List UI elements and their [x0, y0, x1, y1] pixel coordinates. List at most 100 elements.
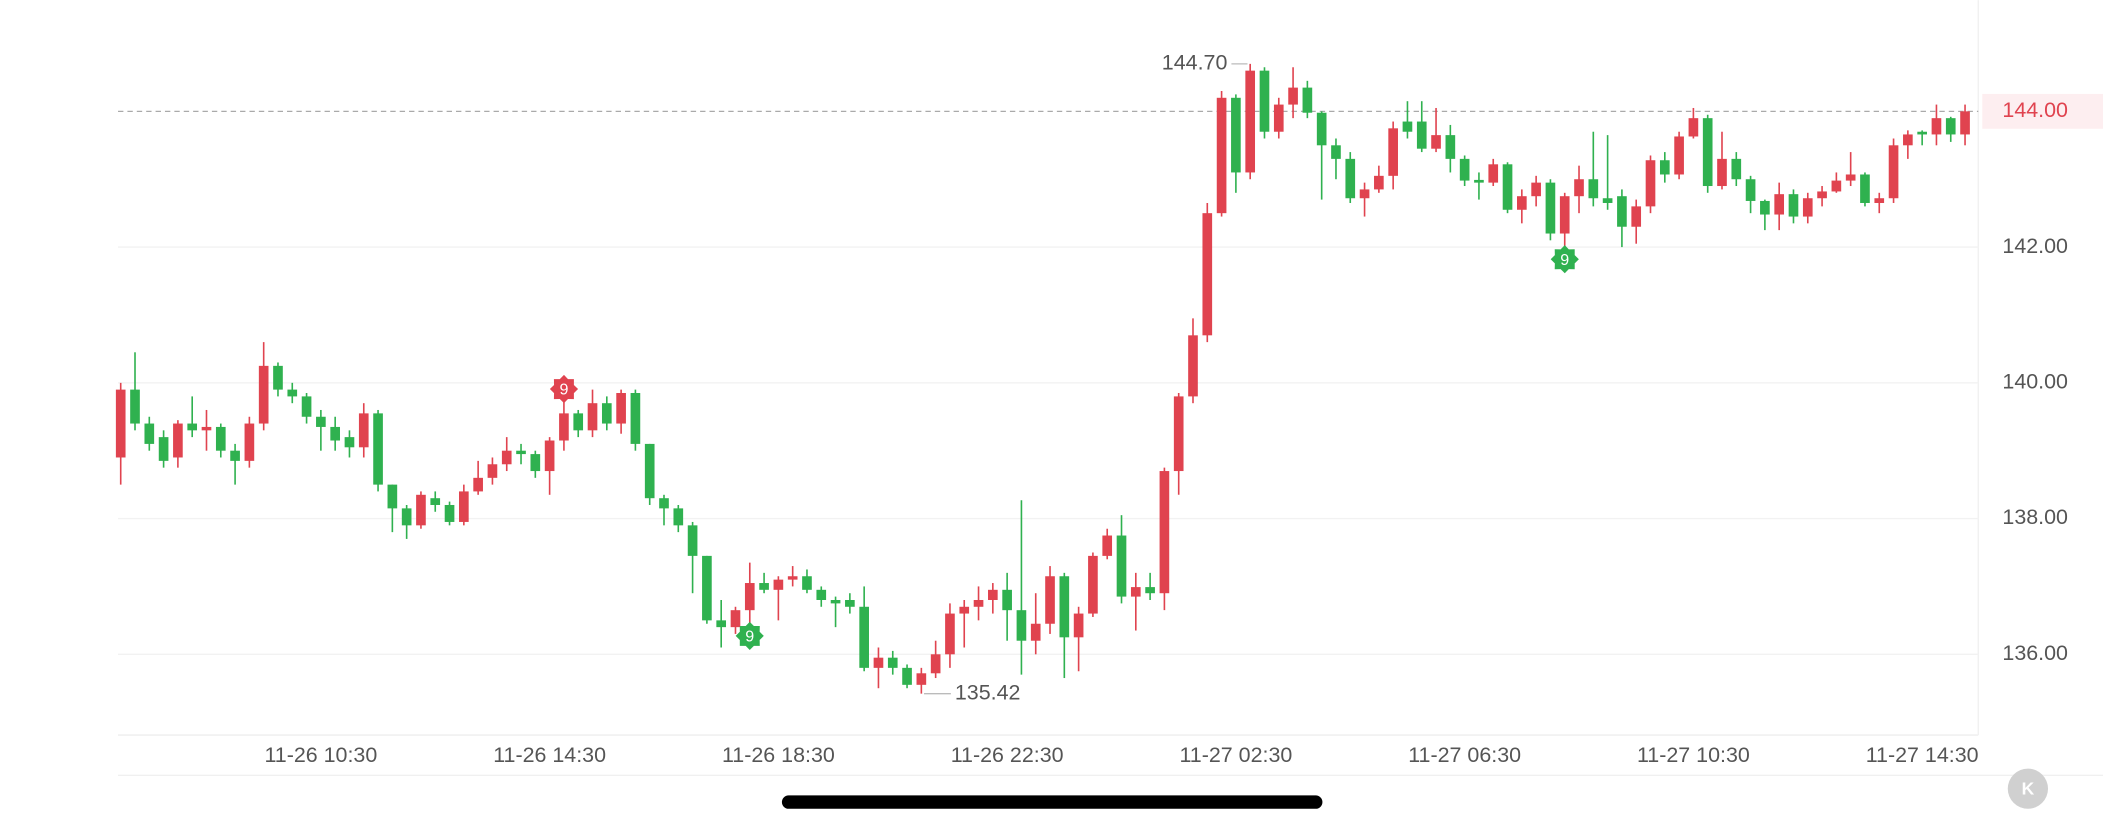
candle-body	[730, 610, 741, 628]
candle-body	[1502, 164, 1513, 210]
candle-body	[702, 555, 712, 621]
candle-body	[816, 589, 827, 600]
candle-body	[759, 583, 769, 590]
candle-body	[344, 437, 355, 448]
candle-body	[1202, 213, 1213, 336]
candle-body	[1817, 191, 1827, 199]
candle-body	[1517, 196, 1527, 210]
candle-body	[316, 416, 326, 427]
candle-body	[301, 396, 312, 417]
candle-body	[1374, 175, 1384, 190]
y-tick-label: 136.00	[2002, 641, 2068, 665]
candle-body	[115, 389, 126, 458]
candle-body	[744, 583, 755, 611]
candle-body	[830, 599, 841, 604]
signal-badge	[549, 374, 579, 404]
candle-body	[1945, 118, 1956, 135]
candle-body	[1145, 587, 1155, 594]
candle-body	[516, 450, 526, 455]
k-button[interactable]	[2007, 768, 2049, 809]
candle-body	[158, 437, 169, 461]
candle-body	[1445, 135, 1456, 159]
x-tick-label: 11-26 10:30	[264, 743, 377, 767]
candle-body	[630, 393, 641, 444]
candle-body	[845, 599, 855, 607]
candle-body	[244, 423, 255, 461]
candle-body	[144, 423, 155, 444]
candle-body	[959, 606, 970, 614]
candle-body	[201, 426, 212, 431]
candle-body	[1159, 471, 1170, 594]
candle-body	[659, 498, 669, 509]
candle-body	[644, 443, 655, 499]
signal-label: 9	[1560, 251, 1569, 269]
candle-body	[130, 389, 140, 424]
candle-body	[1717, 158, 1727, 187]
y-tick-label: 138.00	[2002, 505, 2068, 529]
candle-body	[1245, 70, 1256, 173]
signal-label: 9	[745, 627, 754, 645]
signal-badge	[735, 621, 764, 651]
candle-body	[673, 508, 684, 526]
signal-badge	[1550, 245, 1579, 274]
candle-body	[859, 606, 869, 668]
y-tick-label: 140.00	[2002, 369, 2068, 393]
candle-body	[1645, 160, 1656, 207]
candle-body	[1745, 179, 1756, 201]
home-indicator	[781, 795, 1323, 809]
x-tick-label: 11-27 14:30	[1866, 743, 1979, 767]
candle-body	[601, 403, 612, 424]
candle-body	[873, 657, 884, 668]
x-tick-label: 11-26 18:30	[722, 743, 835, 767]
candle-body	[530, 454, 541, 472]
candle-body	[1331, 145, 1341, 159]
candle-body	[1917, 131, 1927, 135]
candle-body	[573, 413, 584, 431]
candle-body	[1045, 576, 1055, 624]
candle-body	[1788, 194, 1799, 217]
candle-body	[187, 423, 198, 431]
candle-body	[173, 423, 183, 458]
candle-body	[215, 426, 226, 451]
candle-body	[1288, 87, 1298, 105]
candle-body	[1259, 70, 1270, 132]
x-tick-label: 11-27 02:30	[1179, 743, 1292, 767]
candle-body	[287, 389, 298, 397]
candle-body	[1545, 182, 1556, 234]
candle-body	[1845, 174, 1856, 181]
candle-body	[358, 413, 369, 448]
candle-body	[916, 673, 927, 685]
candle-body	[230, 450, 240, 461]
candle-body	[1002, 589, 1012, 611]
candle-body	[1431, 135, 1441, 149]
candle-body	[1316, 112, 1327, 146]
candle-body	[501, 450, 512, 465]
k-icon: K	[2022, 779, 2035, 799]
candle-body	[1345, 158, 1356, 199]
candle-body	[1173, 396, 1184, 472]
candle-body	[1559, 196, 1570, 234]
annotation-label: 135.42	[955, 680, 1021, 704]
candle-body	[1931, 118, 1942, 135]
candle-body	[1302, 87, 1313, 113]
annotation-label: 144.70	[1162, 51, 1228, 75]
last-price-bg	[1982, 93, 2103, 129]
candle-body	[1702, 118, 1713, 187]
candle-body	[473, 477, 483, 492]
x-tick-label: 11-27 06:30	[1408, 743, 1521, 767]
candle-body	[1030, 623, 1041, 641]
candle-body	[1073, 613, 1084, 638]
candle-body	[1774, 194, 1785, 215]
last-price-label: 144.00	[2002, 98, 2068, 122]
candle-body	[430, 498, 441, 505]
x-tick-label: 11-27 10:30	[1637, 743, 1750, 767]
candle-body	[544, 440, 555, 472]
candle-body	[459, 491, 469, 522]
candle-body	[1831, 180, 1842, 192]
candle-body	[401, 508, 412, 526]
candle-body	[373, 413, 383, 485]
candle-body	[1459, 158, 1470, 181]
candle-body	[487, 464, 498, 478]
candle-body	[1130, 587, 1141, 597]
candle-body	[1888, 145, 1899, 199]
